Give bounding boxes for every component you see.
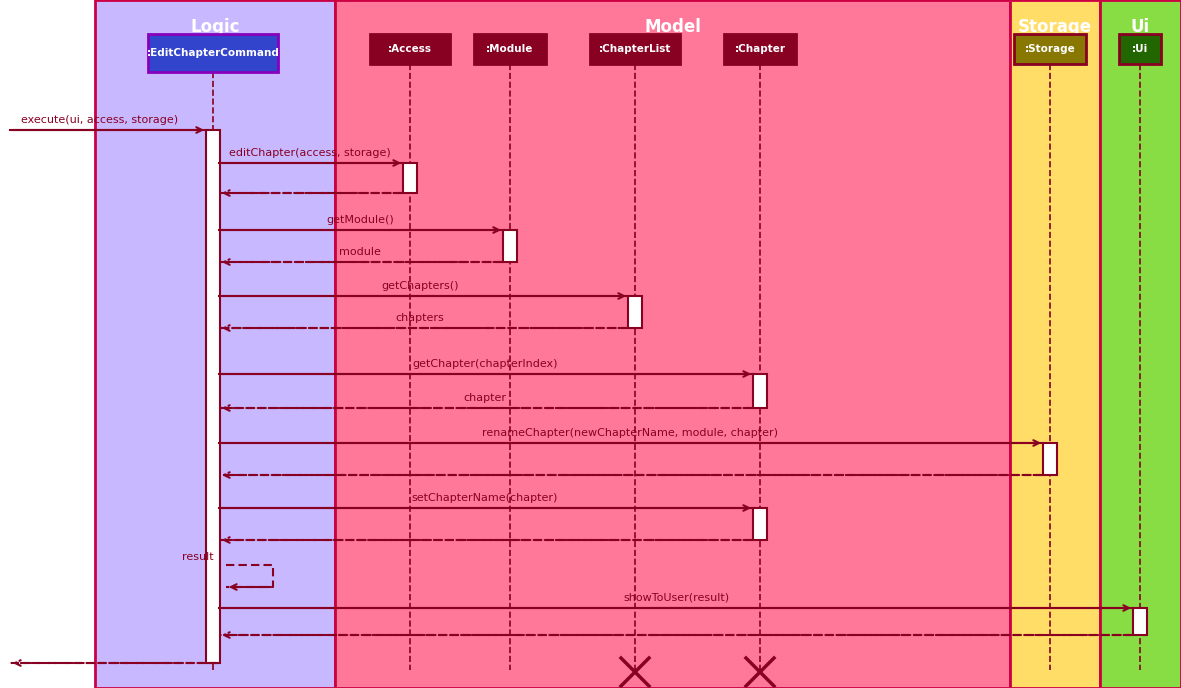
Text: getModule(): getModule() (326, 215, 394, 225)
Text: chapter: chapter (463, 393, 507, 403)
Bar (403, 163, 417, 193)
Bar (335, 0, 1010, 688)
Text: module: module (339, 247, 381, 257)
Bar (1100, 0, 1181, 688)
Text: :Storage: :Storage (1025, 44, 1076, 54)
Text: chapters: chapters (396, 313, 444, 323)
Bar (724, 34, 796, 64)
Text: :Chapter: :Chapter (735, 44, 785, 54)
Bar (590, 34, 680, 64)
Bar (753, 374, 766, 408)
Bar (1043, 443, 1057, 475)
Text: :Access: :Access (389, 44, 432, 54)
Bar (628, 296, 642, 328)
Text: Model: Model (644, 18, 702, 36)
Bar (1120, 34, 1161, 64)
Bar (503, 230, 517, 262)
Text: :EditChapterCommand: :EditChapterCommand (146, 48, 280, 58)
Text: editChapter(access, storage): editChapter(access, storage) (229, 148, 391, 158)
Text: setChapterName(chapter): setChapterName(chapter) (412, 493, 559, 503)
Bar (1010, 0, 1100, 688)
Bar (1014, 34, 1087, 64)
Text: getChapters(): getChapters() (381, 281, 458, 291)
Text: Logic: Logic (190, 18, 240, 36)
Bar (474, 34, 546, 64)
Bar (205, 130, 220, 663)
Text: Ui: Ui (1131, 18, 1150, 36)
Bar (370, 34, 450, 64)
Text: :ChapterList: :ChapterList (599, 44, 671, 54)
Bar (94, 0, 335, 688)
Bar (1133, 608, 1147, 635)
Text: execute(ui, access, storage): execute(ui, access, storage) (21, 115, 178, 125)
Bar (148, 34, 278, 72)
Text: getChapter(chapterIndex): getChapter(chapterIndex) (412, 359, 557, 369)
Text: :Ui: :Ui (1131, 44, 1148, 54)
Text: Storage: Storage (1018, 18, 1092, 36)
Text: showToUser(result): showToUser(result) (622, 593, 729, 603)
Text: :Module: :Module (487, 44, 534, 54)
Text: result: result (182, 552, 214, 562)
Text: renameChapter(newChapterName, module, chapter): renameChapter(newChapterName, module, ch… (482, 428, 778, 438)
Bar (753, 508, 766, 540)
